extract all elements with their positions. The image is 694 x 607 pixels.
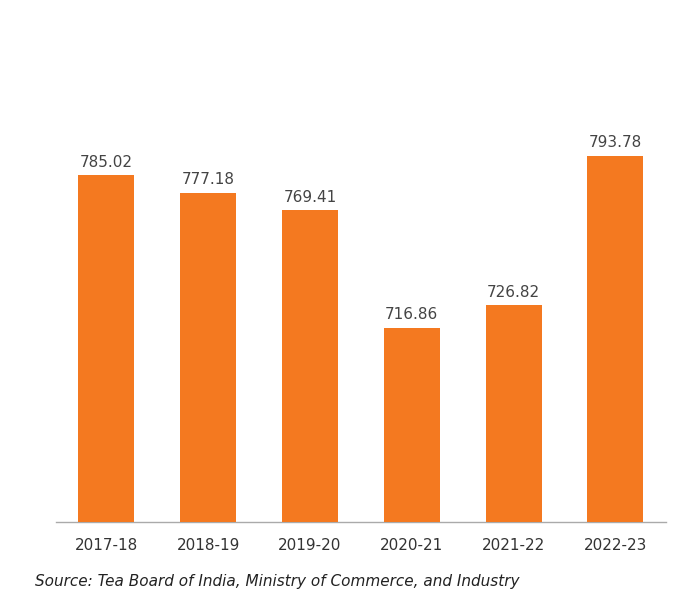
Bar xyxy=(282,210,338,607)
Text: 793.78: 793.78 xyxy=(589,135,642,150)
Bar xyxy=(78,175,135,607)
Text: India Tea exports (US$ million): India Tea exports (US$ million) xyxy=(166,27,528,46)
Text: Source: Tea Board of India, Ministry of Commerce, and Industry: Source: Tea Board of India, Ministry of … xyxy=(35,574,519,589)
Bar xyxy=(587,156,643,607)
Bar xyxy=(180,193,236,607)
Text: 769.41: 769.41 xyxy=(283,189,337,205)
Text: 716.86: 716.86 xyxy=(385,307,439,322)
Bar xyxy=(486,305,541,607)
Text: 777.18: 777.18 xyxy=(182,172,235,188)
Text: 726.82: 726.82 xyxy=(487,285,540,300)
Bar xyxy=(384,328,440,607)
Text: 785.02: 785.02 xyxy=(80,155,133,170)
